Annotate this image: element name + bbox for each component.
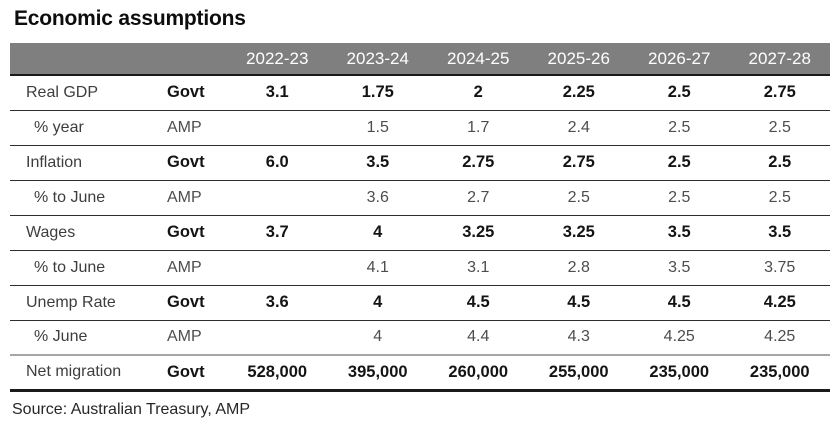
value-cell: 3.25 <box>528 215 629 251</box>
row-label: Real GDP <box>10 75 165 111</box>
source-column-header <box>165 43 227 76</box>
column-header: 2022-23 <box>227 43 328 76</box>
row-source-label: AMP <box>165 110 227 146</box>
value-cell: 2.5 <box>629 75 730 111</box>
row-source-label: Govt <box>165 285 227 321</box>
value-cell: 3.5 <box>327 145 428 181</box>
economic-assumptions-table: 2022-23 2023-24 2024-25 2025-26 2026-27 2027-… <box>10 43 830 392</box>
value-cell: 3.5 <box>629 250 730 286</box>
table-header: 2022-23 2023-24 2024-25 2025-26 2026-27 2027-… <box>10 43 830 76</box>
value-cell: 235,000 <box>629 355 730 392</box>
row-label: % to June <box>10 180 165 216</box>
value-cell: 4.25 <box>729 285 830 321</box>
value-cell: 4 <box>327 320 428 356</box>
value-cell: 4.25 <box>629 320 730 356</box>
row-source-label: AMP <box>165 320 227 356</box>
row-source-label: AMP <box>165 180 227 216</box>
value-cell: 4.1 <box>327 250 428 286</box>
table-row: Inflation Govt 6.0 3.5 2.75 2.75 2.5 2.5 <box>10 145 830 181</box>
value-cell: 4.5 <box>629 285 730 321</box>
table-row: % June AMP 4 4.4 4.3 4.25 4.25 <box>10 320 830 356</box>
source-attribution: Source: Australian Treasury, AMP <box>12 400 251 418</box>
table-row: % to June AMP 4.1 3.1 2.8 3.5 3.75 <box>10 250 830 286</box>
row-source-label: Govt <box>165 355 227 392</box>
value-cell: 2.5 <box>629 180 730 216</box>
value-cell: 2.75 <box>528 145 629 181</box>
value-cell: 260,000 <box>428 355 529 392</box>
value-cell: 6.0 <box>227 145 328 181</box>
value-cell: 1.7 <box>428 110 529 146</box>
value-cell: 235,000 <box>729 355 830 392</box>
value-cell: 255,000 <box>528 355 629 392</box>
row-source-label: Govt <box>165 145 227 181</box>
column-header: 2025-26 <box>528 43 629 76</box>
value-cell: 3.75 <box>729 250 830 286</box>
value-cell: 2.8 <box>528 250 629 286</box>
value-cell: 2.5 <box>528 180 629 216</box>
value-cell: 2.5 <box>729 110 830 146</box>
value-cell: 3.6 <box>327 180 428 216</box>
value-cell: 3.7 <box>227 215 328 251</box>
row-label: Unemp Rate <box>10 285 165 321</box>
table-row: Unemp Rate Govt 3.6 4 4.5 4.5 4.5 4.25 <box>10 285 830 321</box>
value-cell: 2.25 <box>528 75 629 111</box>
value-cell: 528,000 <box>227 355 328 392</box>
value-cell: 2.5 <box>629 110 730 146</box>
page-title: Economic assumptions <box>14 7 246 30</box>
value-cell: 2.4 <box>528 110 629 146</box>
table-row: % to June AMP 3.6 2.7 2.5 2.5 2.5 <box>10 180 830 216</box>
column-header: 2024-25 <box>428 43 529 76</box>
label-column-header <box>10 43 165 76</box>
value-cell: 2 <box>428 75 529 111</box>
row-label: Net migration <box>10 355 165 392</box>
value-cell: 4.5 <box>428 285 529 321</box>
row-source-label: Govt <box>165 75 227 111</box>
value-cell: 4 <box>327 215 428 251</box>
row-source-label: Govt <box>165 215 227 251</box>
row-label: % June <box>10 320 165 356</box>
value-cell: 4.4 <box>428 320 529 356</box>
row-label: Inflation <box>10 145 165 181</box>
row-source-label: AMP <box>165 250 227 286</box>
value-cell <box>227 250 328 286</box>
value-cell <box>227 180 328 216</box>
value-cell: 1.5 <box>327 110 428 146</box>
table-row: Real GDP Govt 3.1 1.75 2 2.25 2.5 2.75 <box>10 75 830 111</box>
table-row: Net migration Govt 528,000 395,000 260,000 25… <box>10 355 830 392</box>
column-header: 2027-28 <box>729 43 830 76</box>
value-cell: 2.5 <box>729 145 830 181</box>
column-header: 2023-24 <box>327 43 428 76</box>
value-cell: 2.7 <box>428 180 529 216</box>
value-cell: 4.5 <box>528 285 629 321</box>
value-cell: 395,000 <box>327 355 428 392</box>
value-cell: 4.3 <box>528 320 629 356</box>
table-header-row: 2022-23 2023-24 2024-25 2025-26 2026-27 2027-… <box>10 43 830 76</box>
value-cell: 1.75 <box>327 75 428 111</box>
table-body: Real GDP Govt 3.1 1.75 2 2.25 2.5 2.75% year AMP… <box>10 75 830 392</box>
value-cell: 3.5 <box>629 215 730 251</box>
row-label: % to June <box>10 250 165 286</box>
table-row: Wages Govt 3.7 4 3.25 3.25 3.5 3.5 <box>10 215 830 251</box>
column-header: 2026-27 <box>629 43 730 76</box>
value-cell: 4 <box>327 285 428 321</box>
row-label: % year <box>10 110 165 146</box>
row-label: Wages <box>10 215 165 251</box>
value-cell: 2.5 <box>729 180 830 216</box>
value-cell <box>227 110 328 146</box>
value-cell: 3.1 <box>227 75 328 111</box>
table-row: % year AMP 1.5 1.7 2.4 2.5 2.5 <box>10 110 830 146</box>
value-cell: 2.75 <box>428 145 529 181</box>
value-cell: 2.75 <box>729 75 830 111</box>
value-cell: 3.1 <box>428 250 529 286</box>
value-cell <box>227 320 328 356</box>
value-cell: 3.6 <box>227 285 328 321</box>
value-cell: 4.25 <box>729 320 830 356</box>
value-cell: 3.5 <box>729 215 830 251</box>
value-cell: 3.25 <box>428 215 529 251</box>
value-cell: 2.5 <box>629 145 730 181</box>
